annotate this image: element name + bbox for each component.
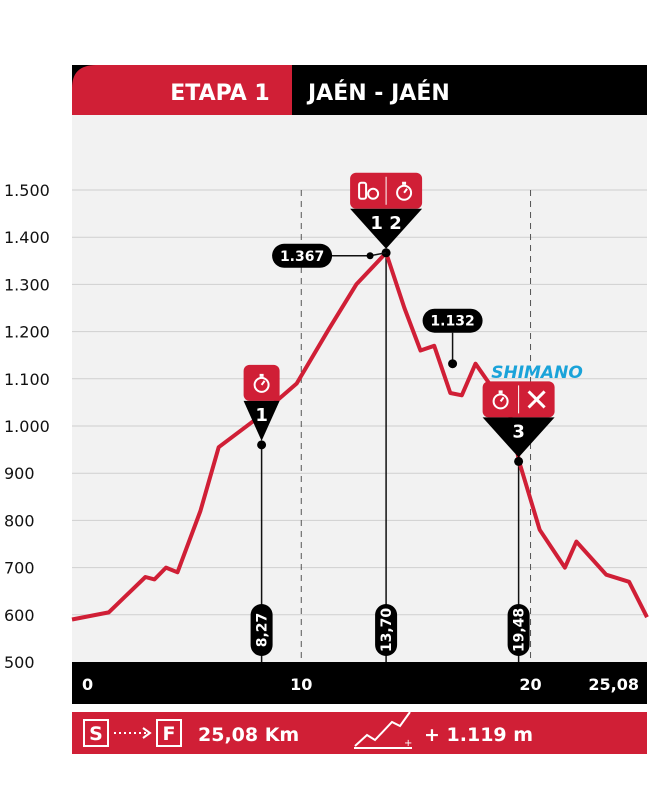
stopwatch-crown — [259, 373, 264, 377]
x-axis-ticks: 0 10 20 25,08 — [82, 675, 639, 694]
km-pill: 13,70 — [375, 604, 398, 656]
checkpoint-number: 1 — [255, 405, 268, 426]
x-axis-bar — [72, 662, 647, 704]
stopwatch-icon — [492, 393, 509, 410]
elevation-line — [71, 250, 649, 622]
footer-bar: S F 25,08 Km + + 1.119 m — [72, 711, 647, 754]
distance-text: 25,08 Km — [198, 724, 299, 746]
elevation-marker: 1.367 — [272, 243, 387, 268]
finish-badge: F — [163, 723, 176, 745]
stopwatch-icon — [253, 376, 270, 393]
y-tick-label: 1.400 — [4, 228, 50, 247]
checkpoint-icon-box — [243, 364, 280, 401]
y-tick-label: 1.100 — [4, 370, 50, 389]
y-axis-ticks: 500 600 700 800 900 1.000 1.100 1.200 1.300 1.400… — [4, 181, 50, 672]
elevation-marker: 1.132 — [422, 308, 483, 369]
km-pill: 19,48 — [507, 604, 530, 656]
stopwatch-crown — [402, 181, 407, 185]
y-tick-label: 500 — [4, 653, 35, 672]
y-tick-label: 1.200 — [4, 323, 50, 342]
x-tick-label: 10 — [290, 675, 312, 694]
dotted-arrow-icon — [114, 727, 152, 739]
checkpoint-number: 3 — [512, 421, 525, 442]
y-tick-label: 700 — [4, 559, 35, 578]
checkpoint-pointer — [482, 417, 555, 458]
y-tick-label: 1.000 — [4, 417, 50, 436]
checkpoint-pointer — [243, 400, 280, 441]
checkpoint-dot — [514, 456, 524, 466]
km-pill-bg — [507, 604, 530, 656]
checkpoint-marker: 319,48 — [482, 381, 555, 656]
route-title: JAÉN - JAÉN — [306, 80, 450, 106]
elevation-pill — [272, 243, 333, 268]
x-tick-label: 25,08 — [588, 675, 639, 694]
km-pill-bg — [375, 604, 398, 656]
stopwatch-hand — [499, 396, 505, 402]
gridlines — [72, 189, 647, 616]
y-tick-label: 600 — [4, 606, 35, 625]
sponsor-logo: SHIMANO — [491, 363, 583, 383]
km-label: 13,70 — [379, 608, 395, 653]
checkpoint-marker: 1 2 13,70 — [350, 172, 423, 656]
elevation-pill-label: 1.132 — [430, 314, 474, 330]
apple-icon — [367, 187, 380, 200]
km-pill: 8,27 — [250, 604, 273, 656]
elevation-pill — [422, 308, 483, 333]
y-tick-label: 900 — [4, 464, 35, 483]
stopwatch-hand — [403, 188, 408, 194]
stopwatch-hand — [260, 380, 266, 386]
feed-icon — [358, 181, 368, 200]
x-tick-label: 20 — [519, 675, 541, 694]
y-tick-label: 800 — [4, 511, 35, 530]
y-tick-label: 1.500 — [4, 181, 50, 200]
stage-badge — [72, 65, 292, 115]
start-badge-box — [83, 719, 109, 747]
svg-text:+: + — [404, 738, 412, 749]
x-tick-label: 0 — [82, 675, 93, 694]
km-label: 8,27 — [255, 613, 271, 648]
km-pill-bg — [250, 604, 273, 656]
elevation-marker-dot — [366, 252, 374, 260]
checkpoint-pointer — [350, 208, 423, 249]
checkpoint-marker: 18,27 — [243, 364, 280, 656]
y-tick-label: 1.300 — [4, 275, 50, 294]
checkpoint-number: 1 2 — [370, 213, 401, 234]
stopwatch-crown — [498, 390, 503, 394]
start-badge: S — [89, 723, 103, 745]
km-label: 19,48 — [512, 608, 528, 652]
elevation-gain-text: + 1.119 m — [424, 724, 533, 746]
elevation-marker-dot — [448, 359, 458, 369]
elevation-pill-label: 1.367 — [280, 249, 324, 265]
elevation-gain-icon: + — [354, 711, 412, 749]
checkpoint-dot — [257, 440, 267, 450]
header-bar: ETAPA 1 JAÉN - JAÉN — [72, 65, 647, 115]
stage-label: ETAPA 1 — [170, 81, 269, 106]
wrench-line — [527, 390, 546, 409]
finish-badge-box — [156, 719, 182, 747]
stopwatch-icon — [396, 184, 413, 201]
